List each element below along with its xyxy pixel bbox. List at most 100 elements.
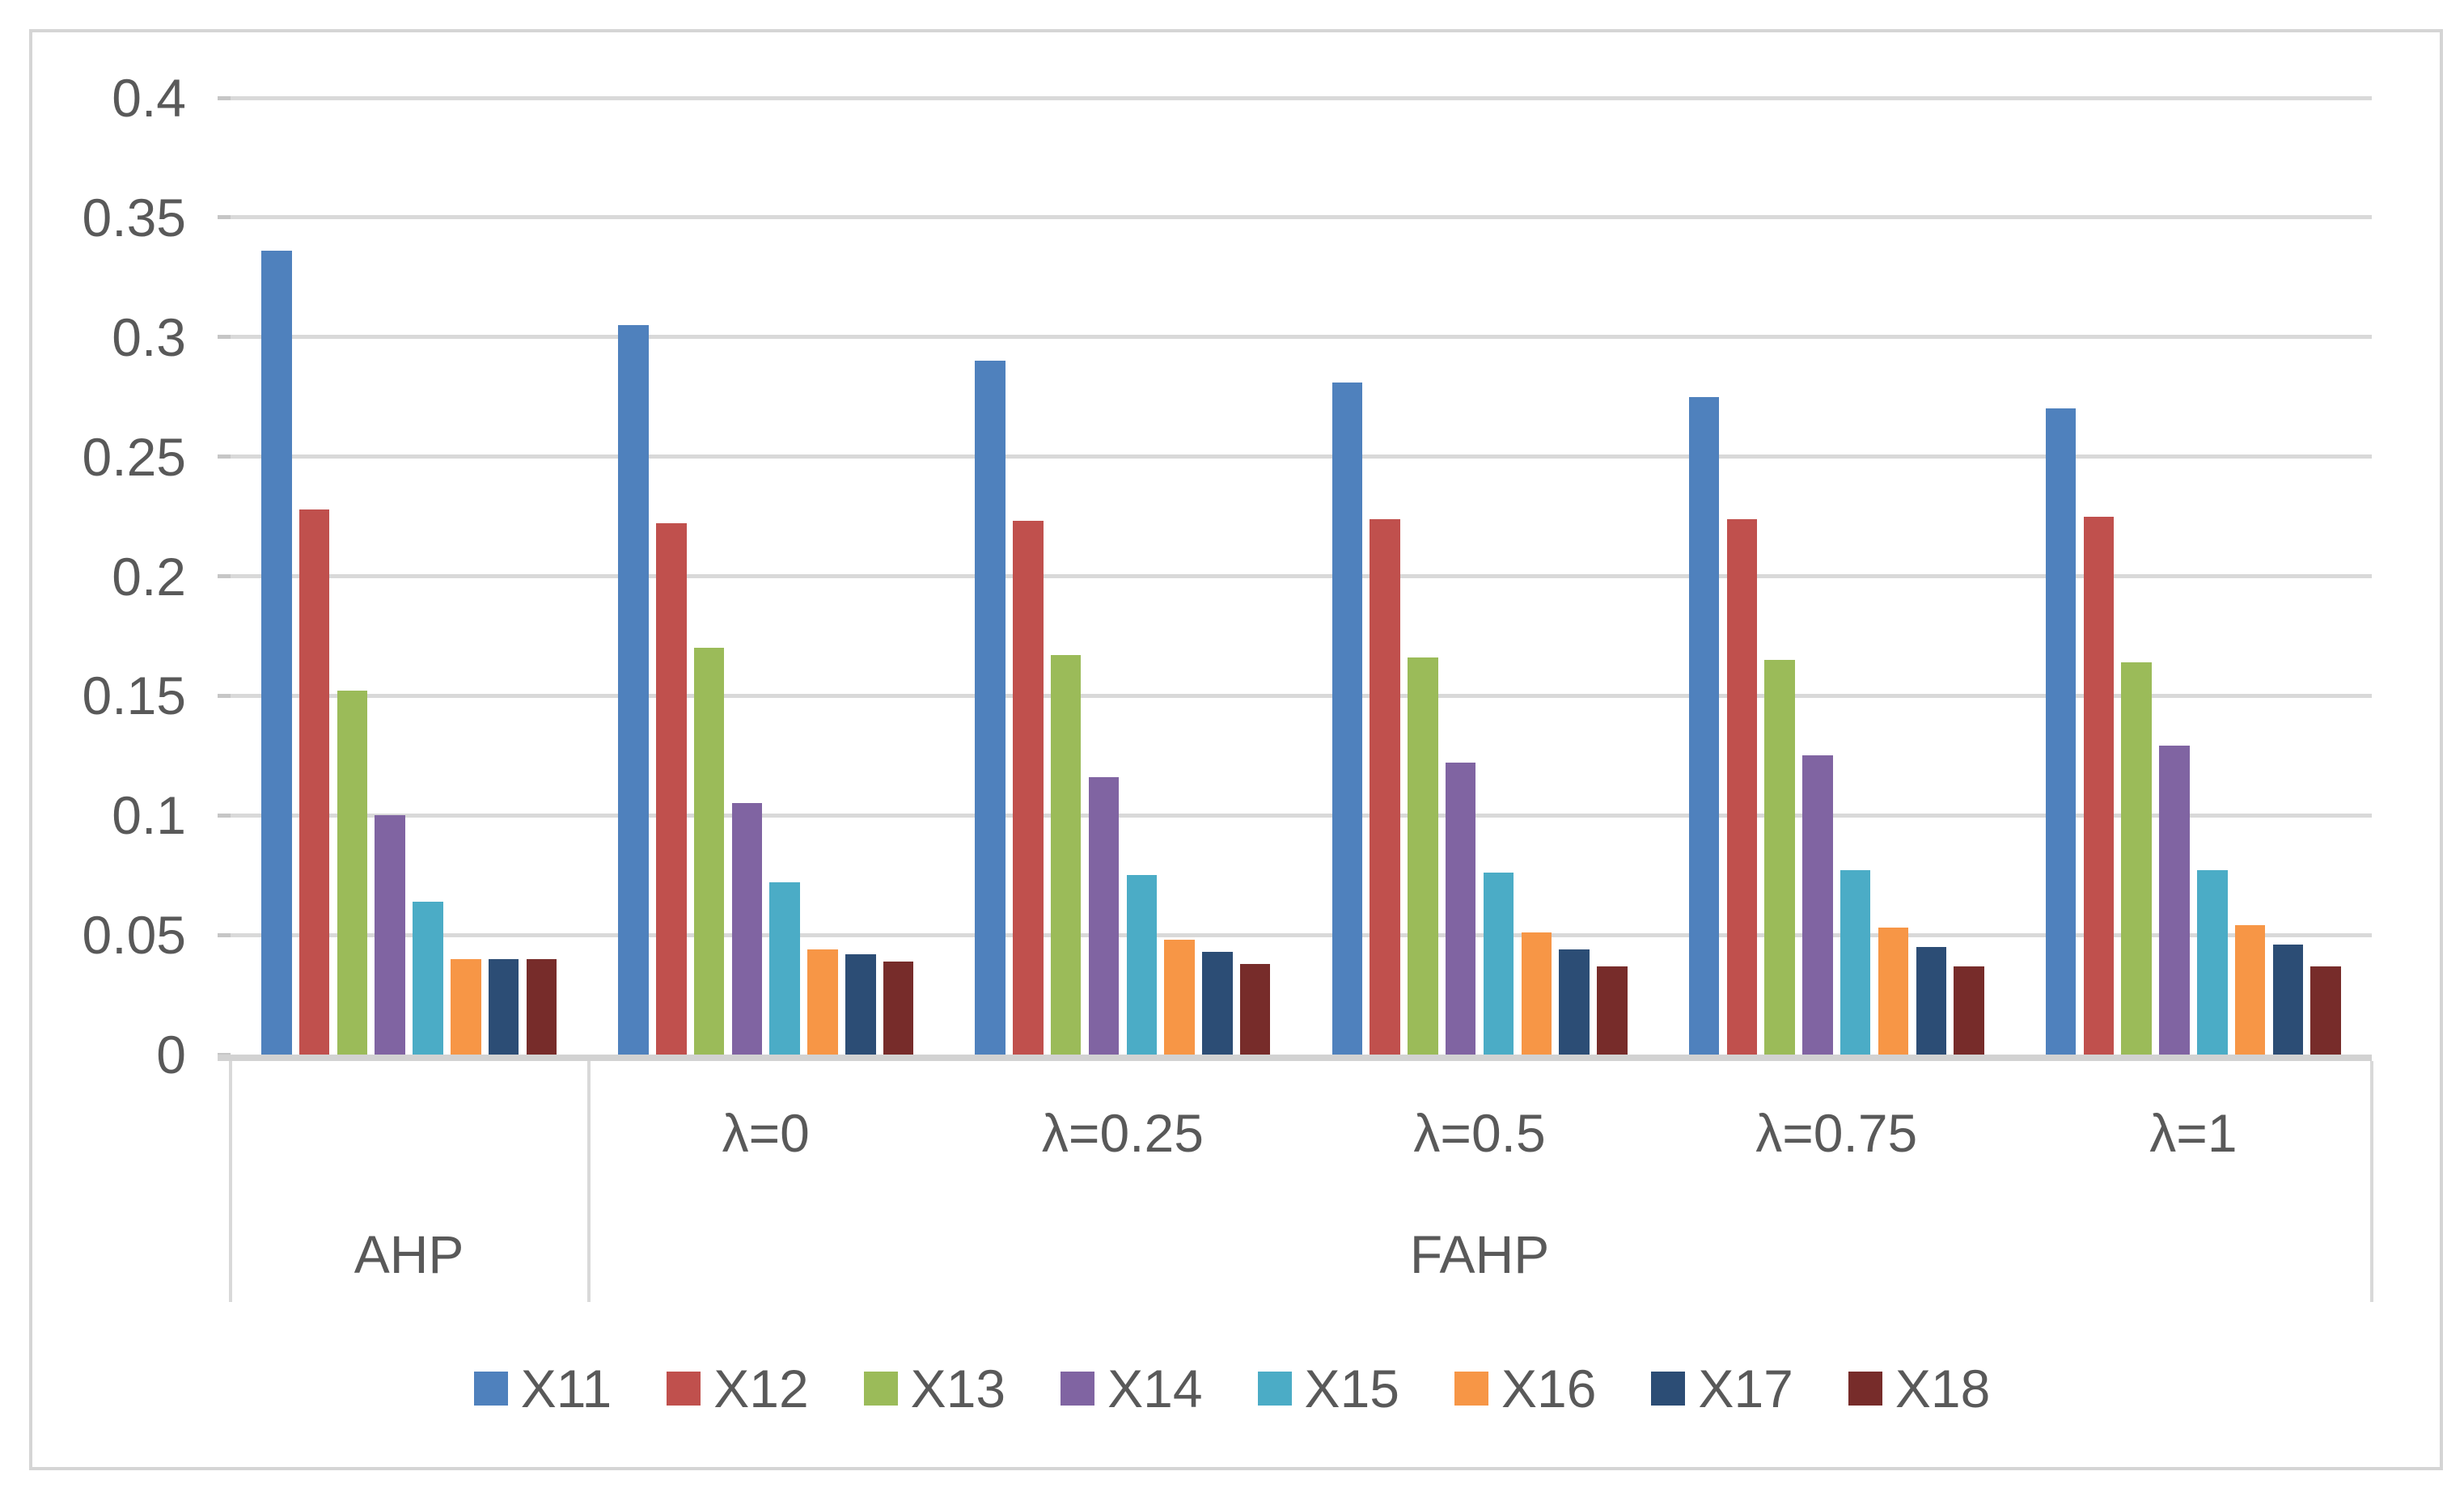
- x-axis-label-lambda-0: λ=0: [722, 1103, 810, 1163]
- legend-swatch-x15: [1257, 1372, 1292, 1406]
- legend-swatch-x14: [1061, 1372, 1095, 1406]
- y-axis-tick-label: 0.3: [112, 306, 186, 367]
- legend-swatch-x17: [1651, 1372, 1686, 1406]
- bar-x16-lambda-0-25: [1164, 940, 1195, 1055]
- legend-item-x11: X11: [473, 1359, 612, 1418]
- bar-x16-lambda-0: [807, 949, 838, 1055]
- y-axis-tick-label: 0.15: [82, 666, 186, 726]
- bar-x17-lambda-0-5: [1559, 949, 1590, 1055]
- bar-x11-lambda-0-25: [975, 361, 1005, 1055]
- bar-x11-lambda-0: [618, 324, 649, 1055]
- y-axis-tick-label: 0.1: [112, 785, 186, 846]
- y-axis-tick: [218, 95, 231, 100]
- y-axis-tick-label: 0.05: [82, 905, 186, 966]
- bar-x12-lambda-0-75: [1726, 518, 1757, 1055]
- legend-label-x16: X16: [1501, 1359, 1597, 1418]
- gridline: [231, 813, 2372, 818]
- bar-x13-ahp: [337, 691, 368, 1055]
- bar-x15-lambda-0-75: [1840, 870, 1871, 1055]
- x-axis-label-lambda-1: λ=1: [2149, 1103, 2237, 1163]
- legend-label-x13: X13: [910, 1359, 1006, 1418]
- y-axis-tick-label: 0: [156, 1025, 186, 1084]
- bar-x15-lambda-0: [769, 882, 800, 1055]
- bar-x18-ahp: [526, 958, 557, 1055]
- y-axis-tick-label: 0.4: [112, 68, 186, 128]
- table-border-right: [2370, 1061, 2373, 1302]
- y-axis-tick: [218, 813, 231, 818]
- bar-x11-lambda-0-75: [1688, 396, 1720, 1055]
- gridline: [231, 335, 2372, 340]
- bar-x18-lambda-0-75: [1954, 966, 1984, 1055]
- bar-x13-lambda-0-5: [1408, 657, 1438, 1055]
- x-axis-line: [218, 1055, 2372, 1061]
- gridline: [231, 454, 2372, 459]
- legend-item-x16: X16: [1454, 1362, 1596, 1415]
- bar-x12-lambda-0: [656, 523, 687, 1055]
- legend-label-x18: X18: [1895, 1359, 1991, 1418]
- legend-item-x14: X14: [1061, 1362, 1203, 1415]
- legend-item-x12: X12: [667, 1359, 809, 1418]
- legend-swatch-x16: [1454, 1372, 1488, 1406]
- y-axis-tick: [218, 932, 231, 937]
- bar-x13-lambda-0: [693, 648, 725, 1055]
- y-axis-tick-label: 0.2: [112, 546, 186, 607]
- bar-x14-ahp: [375, 815, 405, 1055]
- bar-x12-ahp: [298, 509, 330, 1055]
- bar-x15-lambda-0-5: [1483, 873, 1514, 1055]
- bar-x15-lambda-1: [2197, 870, 2228, 1055]
- bar-x18-lambda-0-5: [1597, 966, 1628, 1055]
- y-axis-tick: [218, 574, 231, 578]
- x-axis-group-label-ahp: AHP: [354, 1224, 464, 1284]
- bar-x13-lambda-1: [2121, 662, 2152, 1055]
- y-axis-tick: [218, 454, 231, 459]
- table-border-ahp-fahp: [587, 1061, 591, 1302]
- bar-x17-lambda-0-25: [1202, 951, 1233, 1055]
- bar-x17-lambda-1: [2272, 944, 2304, 1055]
- legend-swatch-x11: [473, 1372, 508, 1406]
- gridline: [231, 574, 2372, 578]
- bar-x18-lambda-0: [883, 961, 914, 1055]
- bar-x14-lambda-0-25: [1088, 776, 1120, 1055]
- y-axis-tick: [218, 693, 231, 698]
- bar-x16-lambda-0-5: [1521, 932, 1552, 1055]
- legend-item-x18: X18: [1848, 1362, 1990, 1415]
- bar-x15-lambda-0-25: [1126, 875, 1158, 1055]
- legend: X11 X12 X13 X14 X15 X16 X17 X18: [0, 1362, 2464, 1415]
- bar-x15-ahp: [413, 901, 443, 1055]
- bar-x14-lambda-0-75: [1802, 755, 1833, 1055]
- bar-x12-lambda-0-5: [1370, 518, 1400, 1055]
- bar-x16-lambda-0-75: [1878, 928, 1909, 1055]
- bar-x16-ahp: [451, 958, 481, 1055]
- bar-x17-ahp: [488, 958, 519, 1055]
- legend-swatch-x12: [667, 1372, 701, 1406]
- legend-label-x11: X11: [520, 1359, 612, 1418]
- bar-x14-lambda-1: [2159, 746, 2190, 1055]
- bar-x11-lambda-0-5: [1331, 382, 1363, 1055]
- y-axis-tick-label: 0.25: [82, 426, 186, 487]
- bar-x13-lambda-0-75: [1764, 660, 1795, 1055]
- chart-outer-border: [29, 29, 2443, 1470]
- y-axis-tick: [218, 335, 231, 340]
- bar-x14-lambda-0-5: [1445, 763, 1476, 1055]
- legend-label-x12: X12: [713, 1359, 809, 1418]
- bar-x12-lambda-0-25: [1013, 521, 1044, 1055]
- x-axis-label-lambda-0-25: λ=0.25: [1041, 1103, 1204, 1163]
- bar-x17-lambda-0-75: [1916, 946, 1946, 1055]
- legend-item-x13: X13: [863, 1359, 1006, 1418]
- gridline: [231, 932, 2372, 937]
- bar-x11-lambda-1: [2045, 408, 2077, 1055]
- bar-x18-lambda-1: [2310, 966, 2341, 1055]
- bar-x18-lambda-0-25: [1239, 963, 1271, 1055]
- gridline: [231, 693, 2372, 698]
- legend-swatch-x18: [1848, 1372, 1882, 1406]
- legend-label-x15: X15: [1304, 1359, 1399, 1418]
- gridline: [231, 95, 2372, 100]
- bar-x17-lambda-0: [845, 953, 876, 1055]
- table-border-left: [229, 1061, 232, 1302]
- legend-label-x17: X17: [1698, 1359, 1793, 1418]
- bar-x12-lambda-1: [2083, 516, 2115, 1055]
- gridline: [231, 215, 2372, 220]
- bar-x14-lambda-0: [731, 803, 763, 1055]
- legend-swatch-x13: [863, 1372, 898, 1406]
